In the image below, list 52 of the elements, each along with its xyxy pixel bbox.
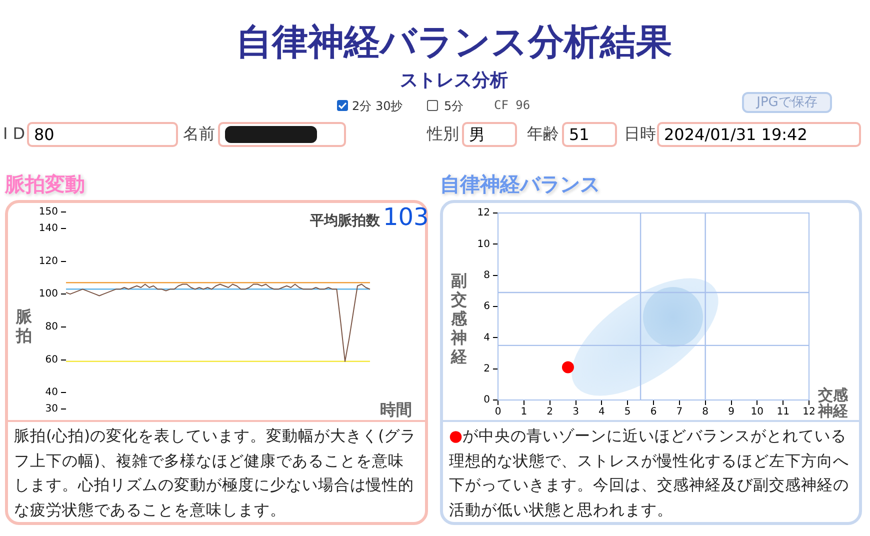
x-tick-label: 8	[702, 406, 709, 418]
text: ストレス分析	[399, 69, 509, 92]
text: 2024/01/31 19:42	[657, 122, 861, 147]
y-tick-label: 2	[484, 363, 490, 374]
x-tick-label: 6	[650, 406, 657, 418]
text: CF 96	[494, 98, 530, 112]
y-tick-label: 4	[484, 332, 490, 344]
y-tick-label: 80	[45, 322, 58, 333]
text: 2分 30抄	[352, 98, 403, 115]
y-tick-label: 0	[484, 394, 490, 406]
text: 自律神経バランス分析結果	[235, 21, 673, 65]
y-axis-title: 副交感神経	[451, 271, 468, 366]
y-tick-label: 8	[484, 270, 490, 281]
y-tick-label: 30	[45, 404, 58, 415]
text: 103	[383, 203, 429, 231]
text: 51	[562, 122, 617, 147]
text: JPGで保存	[742, 92, 832, 113]
x-tick-label: 9	[728, 406, 734, 418]
x-tick-label: 0	[494, 406, 502, 418]
annotation: 平均脈拍数	[310, 212, 380, 230]
x-tick-label: 4	[598, 406, 605, 418]
y-tick-label: 120	[38, 256, 58, 267]
y-tick-label: 10	[477, 238, 490, 250]
text: 名前	[183, 124, 215, 145]
chart-title: 脈拍変動	[5, 171, 85, 198]
y-tick-label: 60	[45, 354, 58, 366]
x-axis-title: 交感神経	[818, 386, 849, 420]
y-tick-label: 140	[38, 223, 58, 234]
text: 脈拍(心拍)の変化を表しています。変動幅が大きく(グラフ上下の幅)、複雑で多様なほど健康であることを意味します。心拍リズムの変動が極度に少ない場合は慢性的な疲労状態であることを意味します。	[14, 427, 416, 518]
text: 性別	[427, 124, 459, 145]
y-axis-title: 脈拍	[16, 307, 33, 345]
chart-title: 自律神経バランス	[440, 171, 600, 198]
y-tick-label: 12	[477, 208, 490, 219]
y-tick-label: 40	[45, 387, 58, 398]
y-tick-label: 6	[484, 301, 490, 312]
text: I D	[3, 124, 26, 143]
text: 5分	[444, 98, 464, 115]
text: ●が中央の青いゾーンに近いほどバランスがとれている理想的な状態で、ストレスが慢性化するほど左下方向へ下がっていきます。今回は、交感神経及び副交感神経の活動が低い状態と思われます。	[449, 427, 849, 518]
x-tick-label: 3	[572, 406, 579, 418]
x-tick-label: 5	[624, 406, 631, 418]
text: 男	[462, 122, 517, 147]
x-tick-label: 1	[520, 406, 528, 418]
text: 日時	[624, 124, 656, 145]
x-tick-label: 10	[750, 406, 764, 418]
y-tick-label: 100	[38, 288, 58, 300]
x-tick-label: 2	[546, 406, 554, 418]
x-tick-label: 11	[776, 406, 790, 418]
text: 年齢	[527, 124, 559, 145]
x-tick-label: 12	[802, 406, 816, 418]
x-tick-label: 7	[676, 406, 683, 418]
x-axis-title: 時間	[380, 400, 412, 421]
y-tick-label: 150	[38, 206, 58, 218]
